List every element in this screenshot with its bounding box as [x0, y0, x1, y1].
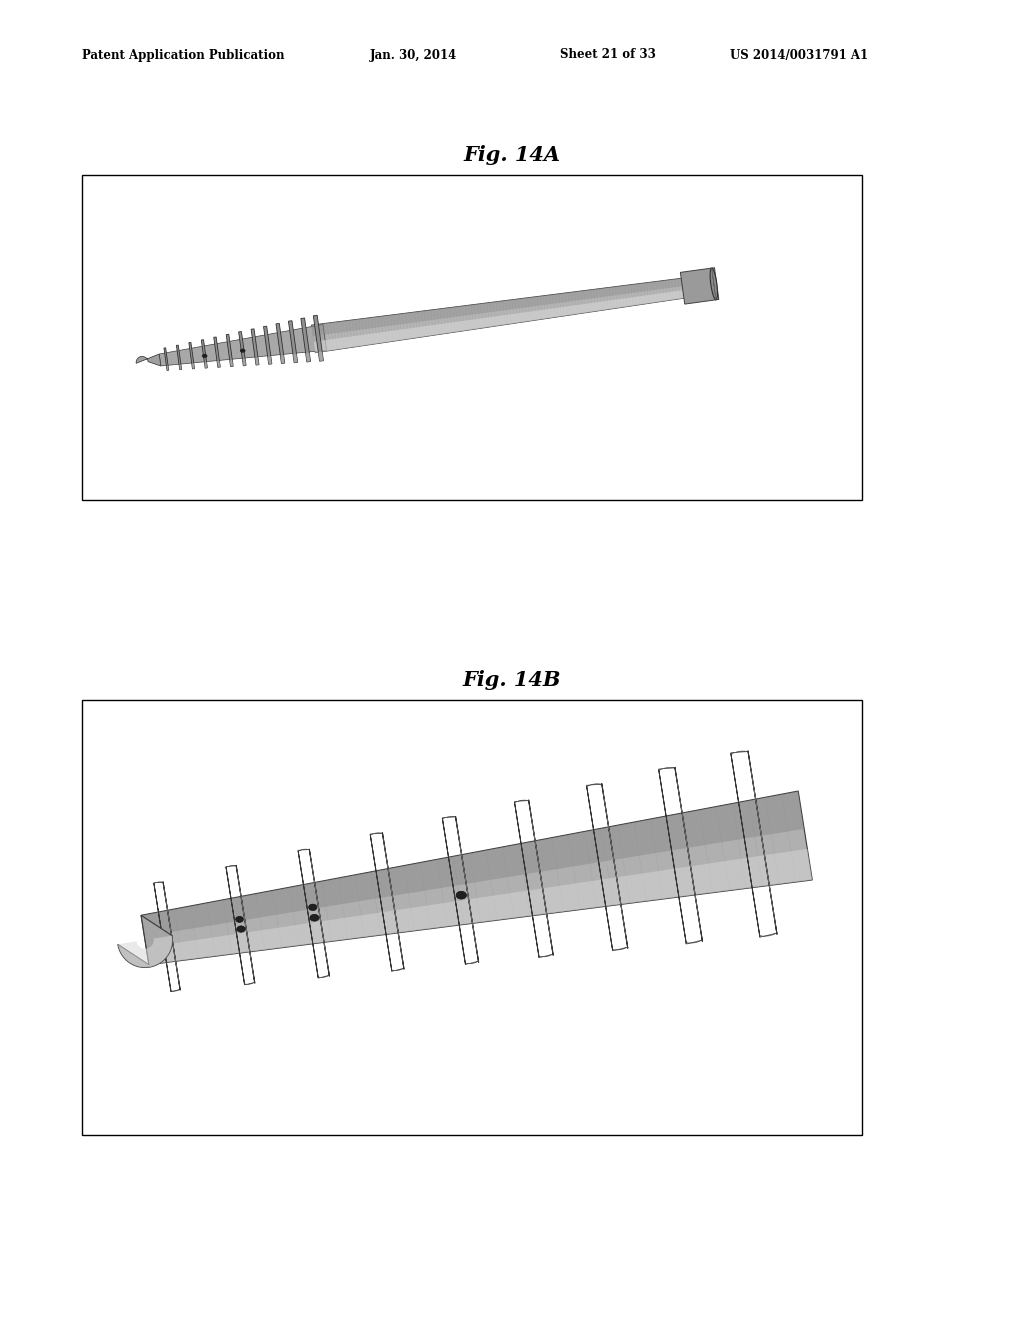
Polygon shape: [459, 838, 475, 940]
Polygon shape: [159, 325, 327, 366]
Polygon shape: [245, 982, 255, 985]
Polygon shape: [539, 954, 553, 958]
Text: US 2014/0031791 A1: US 2014/0031791 A1: [730, 49, 868, 62]
Polygon shape: [118, 936, 172, 968]
Polygon shape: [318, 975, 330, 978]
Polygon shape: [239, 331, 246, 366]
Polygon shape: [370, 833, 383, 836]
Polygon shape: [748, 751, 777, 935]
Polygon shape: [318, 351, 324, 362]
Polygon shape: [313, 315, 324, 362]
Polygon shape: [255, 358, 259, 366]
Polygon shape: [305, 352, 310, 362]
Polygon shape: [312, 869, 327, 956]
Polygon shape: [163, 882, 180, 990]
Bar: [82, 176, 862, 500]
Text: Jan. 30, 2014: Jan. 30, 2014: [370, 49, 458, 62]
Polygon shape: [442, 817, 456, 818]
Polygon shape: [514, 800, 528, 803]
Polygon shape: [298, 850, 318, 978]
Polygon shape: [442, 818, 466, 965]
Polygon shape: [710, 268, 718, 300]
Polygon shape: [309, 849, 330, 977]
Polygon shape: [311, 277, 689, 352]
Polygon shape: [267, 356, 271, 364]
Polygon shape: [154, 883, 171, 991]
Polygon shape: [167, 366, 169, 371]
Polygon shape: [229, 360, 233, 367]
Polygon shape: [301, 318, 310, 362]
Polygon shape: [465, 961, 478, 965]
Polygon shape: [188, 342, 195, 368]
Polygon shape: [176, 345, 181, 370]
Polygon shape: [456, 816, 478, 962]
Polygon shape: [760, 933, 777, 937]
Polygon shape: [731, 754, 760, 937]
Text: Patent Application Publication: Patent Application Publication: [82, 49, 285, 62]
Text: Fig. 14A: Fig. 14A: [464, 145, 560, 165]
Polygon shape: [217, 360, 220, 367]
Polygon shape: [311, 277, 688, 337]
Polygon shape: [293, 354, 298, 363]
Polygon shape: [313, 289, 689, 352]
Ellipse shape: [308, 904, 317, 911]
Polygon shape: [606, 809, 624, 923]
Polygon shape: [658, 767, 675, 771]
Polygon shape: [164, 348, 169, 371]
Ellipse shape: [236, 916, 244, 923]
Ellipse shape: [241, 348, 245, 352]
Polygon shape: [136, 354, 161, 366]
Ellipse shape: [456, 891, 467, 899]
Polygon shape: [587, 784, 602, 787]
Polygon shape: [237, 866, 255, 983]
Polygon shape: [226, 866, 237, 867]
Polygon shape: [528, 800, 553, 956]
Text: Fig. 14B: Fig. 14B: [463, 671, 561, 690]
Text: Sheet 21 of 33: Sheet 21 of 33: [560, 49, 656, 62]
Polygon shape: [276, 323, 285, 363]
Polygon shape: [243, 359, 246, 366]
Polygon shape: [612, 946, 628, 950]
Polygon shape: [392, 968, 403, 972]
Polygon shape: [382, 833, 404, 969]
Polygon shape: [686, 940, 702, 944]
Polygon shape: [118, 915, 172, 968]
Polygon shape: [251, 329, 259, 366]
Polygon shape: [226, 867, 245, 985]
Polygon shape: [202, 339, 208, 368]
Polygon shape: [179, 364, 181, 370]
Polygon shape: [239, 883, 252, 965]
Bar: [82, 700, 862, 1135]
Polygon shape: [753, 779, 772, 906]
Polygon shape: [191, 363, 195, 368]
Polygon shape: [731, 751, 749, 754]
Polygon shape: [532, 824, 549, 931]
Polygon shape: [371, 834, 392, 972]
Polygon shape: [141, 791, 812, 965]
Polygon shape: [289, 321, 298, 363]
Polygon shape: [166, 899, 177, 973]
Polygon shape: [141, 791, 804, 936]
Polygon shape: [205, 362, 208, 368]
Polygon shape: [281, 355, 285, 363]
Polygon shape: [146, 849, 812, 965]
Polygon shape: [263, 326, 271, 364]
Ellipse shape: [202, 354, 207, 358]
Polygon shape: [587, 785, 612, 950]
Polygon shape: [226, 334, 233, 367]
Polygon shape: [675, 767, 702, 941]
Ellipse shape: [310, 915, 318, 921]
Polygon shape: [514, 803, 539, 958]
Polygon shape: [680, 268, 719, 304]
Polygon shape: [214, 337, 220, 367]
Polygon shape: [602, 783, 628, 949]
Polygon shape: [386, 854, 400, 948]
Ellipse shape: [237, 925, 245, 932]
Polygon shape: [154, 882, 163, 883]
Polygon shape: [298, 849, 309, 851]
Polygon shape: [679, 793, 698, 913]
Polygon shape: [658, 770, 686, 944]
Polygon shape: [171, 990, 180, 991]
